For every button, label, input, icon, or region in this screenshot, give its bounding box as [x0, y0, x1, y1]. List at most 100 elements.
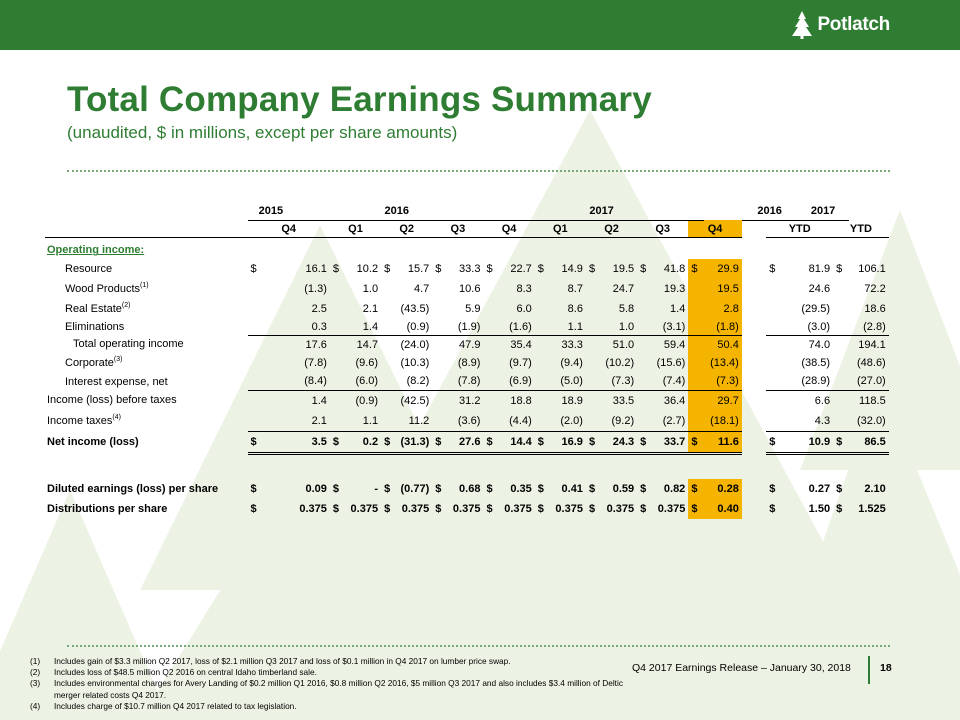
row-label: Real Estate(2)	[45, 299, 248, 319]
value-cell: (28.9)	[797, 372, 834, 391]
value-cell: 0.375	[504, 503, 532, 516]
header-period: Q3	[637, 220, 689, 239]
value-cell: 0.40	[704, 499, 742, 520]
header-period: Q2	[381, 220, 433, 239]
currency-symbol: $	[537, 262, 544, 275]
value-cell: (3.0)	[797, 318, 834, 337]
empty-cell	[602, 242, 638, 259]
header-period: Q4	[247, 220, 330, 239]
value-cell: 0.375	[401, 503, 430, 516]
value-cell: 59.4	[663, 338, 686, 351]
currency-symbol: $	[250, 483, 257, 496]
currency-symbol	[688, 390, 704, 411]
currency-symbol	[432, 336, 448, 353]
gap-cell	[742, 336, 766, 353]
currency-symbol	[766, 372, 798, 391]
value-cell: 51.0	[612, 338, 635, 351]
section-label-text: Operating income:	[47, 244, 145, 257]
empty-cell	[637, 242, 653, 259]
header-gap	[889, 220, 910, 238]
header-year: 2015	[247, 203, 295, 221]
value-cell: 4.3	[797, 410, 834, 432]
currency-symbol: $	[537, 483, 544, 496]
value-cell: 19.3	[663, 282, 686, 295]
row-label-text: Corporate	[65, 356, 114, 369]
header-year: 2016	[741, 203, 798, 221]
spacer-cell	[381, 453, 397, 479]
value-cell: 0.375	[350, 503, 379, 516]
currency-symbol: $	[332, 262, 340, 275]
value-cell: 1.0	[601, 318, 638, 337]
value-cell: 3.5	[294, 431, 330, 455]
currency-symbol	[248, 390, 295, 411]
spacer-cell	[833, 453, 849, 479]
currency-symbol	[535, 390, 551, 411]
currency-symbol	[534, 410, 551, 432]
footnote-text: Includes loss of $48.5 million Q2 2016 o…	[54, 667, 317, 678]
empty-cell	[499, 242, 535, 259]
currency-symbol	[248, 353, 295, 373]
row-label: Distributions per share	[45, 499, 248, 519]
empty-cell	[432, 242, 448, 259]
footnotes: (1) Includes gain of $3.3 million Q2 2017…	[30, 656, 630, 712]
currency-symbol: $	[585, 431, 602, 455]
empty-cell	[345, 242, 381, 259]
currency-symbol	[248, 299, 295, 319]
row-label: Income taxes(4)	[45, 411, 248, 432]
value-cell: 16.9	[550, 431, 586, 455]
empty-cell	[704, 242, 742, 259]
value-cell: 2.10	[864, 483, 886, 496]
currency-symbol	[586, 279, 602, 299]
value-cell: 81.9	[808, 262, 831, 275]
table-row: Income taxes(4) 2.1 1.1 11.2 (3.6) (4.4) (2.0)…	[45, 410, 910, 432]
value-cell: 0.68	[459, 483, 481, 496]
currency-symbol	[637, 318, 653, 337]
currency-symbol	[381, 410, 397, 432]
header-period: Q4	[688, 220, 742, 239]
footnote-number: (3)	[30, 678, 41, 689]
value-cell: (2.0)	[550, 410, 586, 432]
currency-symbol: $	[833, 431, 849, 455]
currency-symbol: $	[769, 262, 776, 275]
value-cell: (9.6)	[355, 356, 379, 369]
value-cell: (1.3)	[304, 282, 327, 295]
currency-symbol	[248, 336, 295, 353]
value-cell: (9.7)	[509, 356, 532, 369]
value-cell: 50.4	[704, 335, 742, 353]
spacer-cell	[704, 453, 742, 479]
currency-symbol: $	[537, 503, 544, 516]
spacer-row	[45, 453, 910, 479]
currency-symbol	[329, 372, 346, 391]
value-cell: 18.8	[510, 394, 532, 407]
row-label-text: Eliminations	[65, 321, 125, 334]
logo-name: Potlatch	[817, 14, 890, 35]
value-cell: 72.2	[864, 282, 886, 295]
currency-symbol: $	[588, 503, 596, 516]
value-cell: 0.41	[561, 483, 583, 496]
value-cell: (7.8)	[304, 356, 327, 369]
value-cell: 33.3	[561, 338, 583, 351]
currency-symbol: $	[250, 262, 257, 275]
footnote: (1) Includes gain of $3.3 million Q2 2017…	[30, 656, 630, 667]
gap-cell	[742, 259, 766, 279]
currency-symbol	[833, 336, 849, 353]
value-cell: 0.59	[612, 483, 635, 496]
header-period: Q3	[432, 220, 484, 239]
value-cell: (0.9)	[396, 318, 433, 337]
spacer-cell	[602, 453, 638, 479]
currency-symbol: $	[769, 503, 776, 516]
value-cell: 0.375	[452, 503, 481, 516]
currency-symbol	[766, 410, 798, 432]
currency-symbol: $	[435, 483, 442, 496]
gap-cell	[742, 299, 766, 319]
footnote-ref: (4)	[112, 413, 121, 421]
currency-symbol	[247, 410, 295, 432]
value-cell: (9.2)	[601, 410, 638, 432]
top-banner: Potlatch	[0, 0, 960, 50]
value-cell: 1.4	[311, 394, 327, 407]
value-cell: (1.9)	[447, 318, 484, 337]
value-cell: 1.4	[345, 318, 382, 337]
value-cell: 74.0	[808, 338, 831, 351]
currency-symbol: $	[836, 483, 843, 496]
value-cell: 5.8	[618, 302, 635, 315]
